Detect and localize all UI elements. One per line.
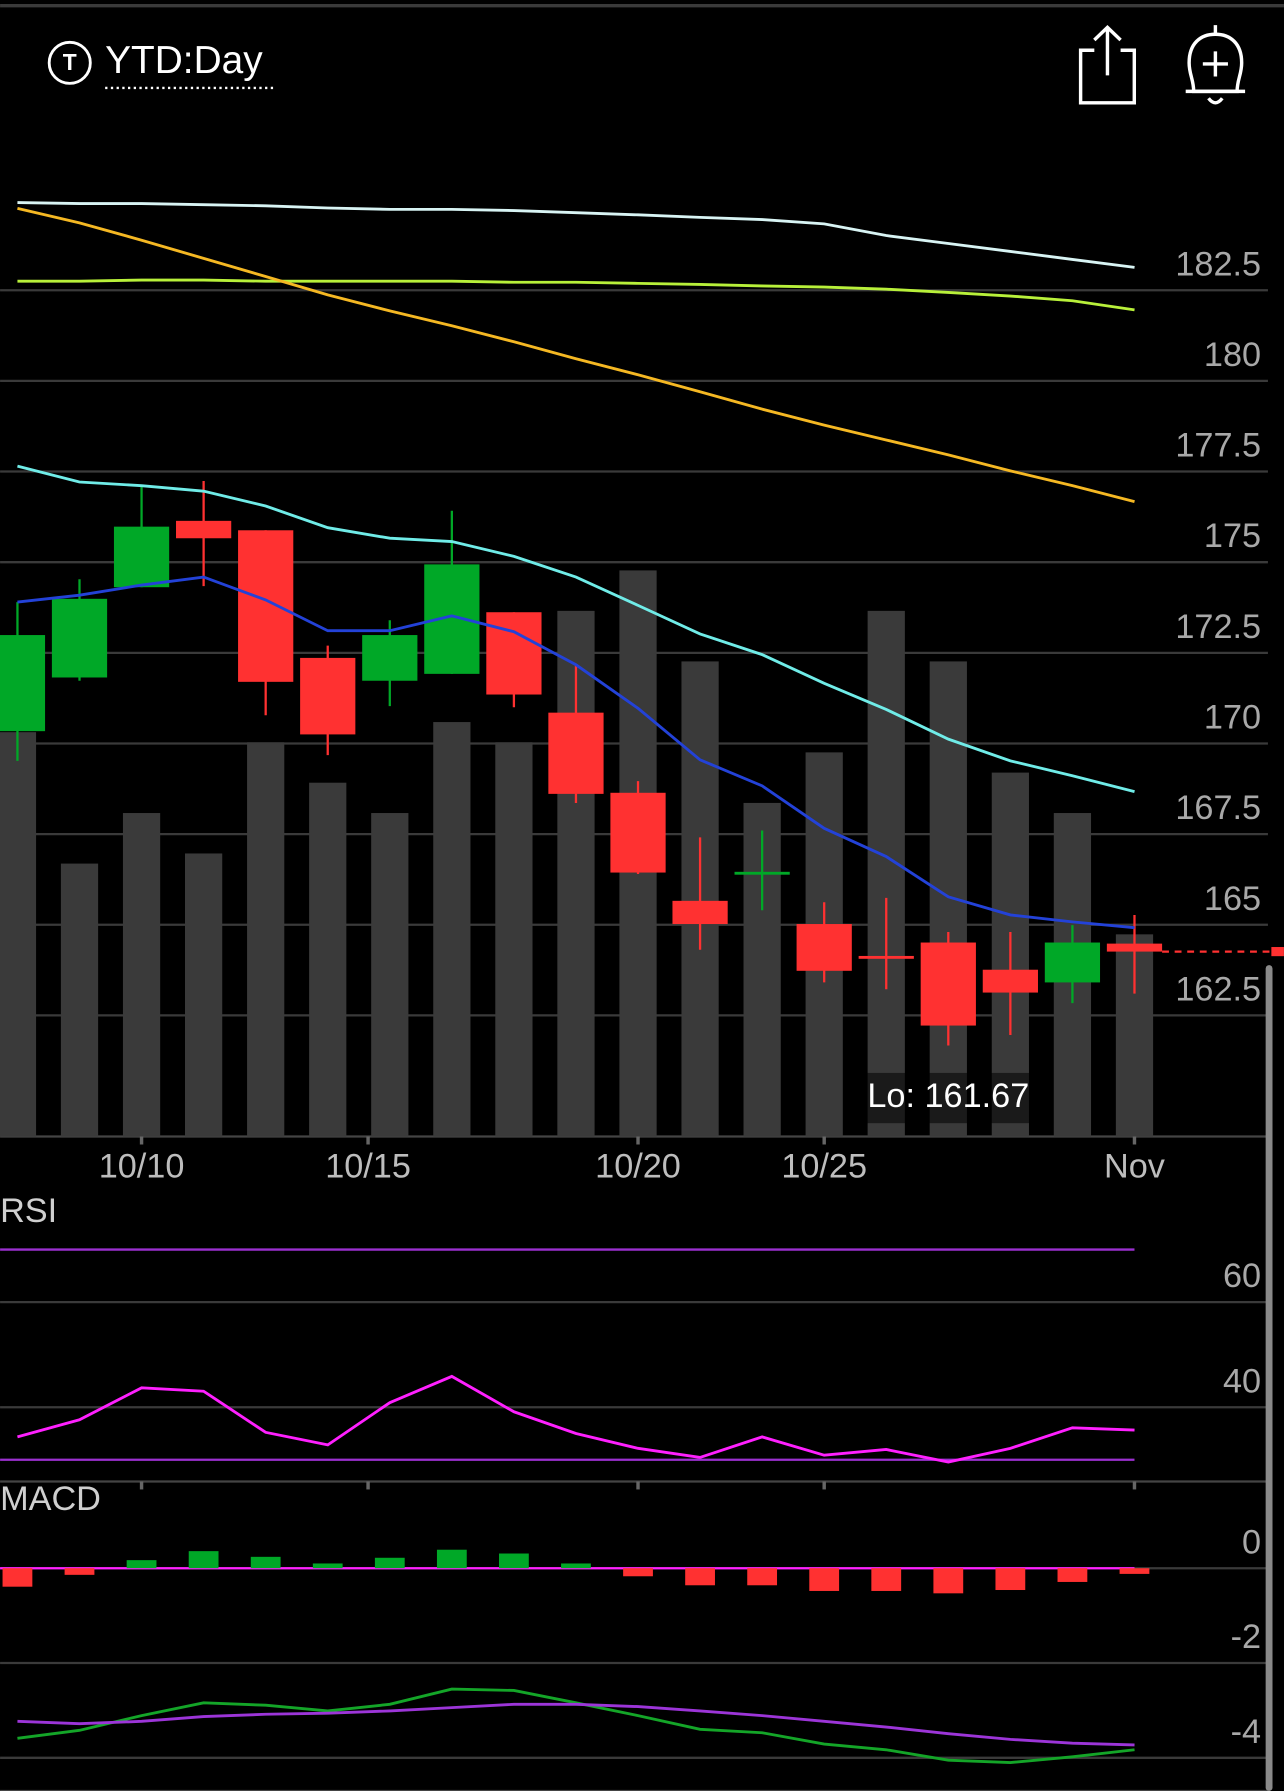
histogram-bar [436,1549,467,1569]
candle-body [176,520,232,539]
volume-bar [0,732,37,1137]
candle-body [610,792,666,873]
x-tick-label: Nov [1104,1148,1166,1186]
candle-body [0,635,46,732]
range-icon-letter: T [63,49,77,75]
series-line [17,1374,1135,1464]
volume-bar [371,813,409,1137]
histogram-bar [747,1568,778,1586]
y-tick-label: 172.5 [1175,608,1261,646]
histogram-bar [623,1568,653,1577]
histogram-bar [2,1568,33,1587]
x-tick-label: 10/10 [99,1148,185,1186]
candle-body [51,598,108,678]
histogram-bar [1057,1568,1088,1582]
last-price-marker [1271,947,1284,957]
histogram-bar [126,1560,157,1569]
series-line [17,575,1135,930]
y-tick-label: 175 [1204,517,1261,555]
alert-button[interactable] [1185,25,1246,105]
y-tick-label: 170 [1204,699,1261,737]
panel: MACD -4 -2 0 [0,1480,1268,1791]
candle-body [796,924,852,971]
candle-body [734,871,790,875]
bell-body [1187,32,1244,94]
y-tick-label: 180 [1204,336,1261,374]
series-line [17,206,1135,504]
candle-body [1106,943,1163,952]
low-annotation: Lo: 161.67 [867,1077,1029,1115]
series-line [17,1702,1135,1747]
volume-bar [433,722,471,1137]
y-tick-label: -2 [1231,1618,1261,1656]
histogram-bar [64,1568,95,1575]
volume-bar [495,742,533,1137]
bell-plus [1202,51,1228,77]
histogram-bar [995,1568,1026,1591]
share-button[interactable] [1078,25,1137,105]
volume-bar [185,853,223,1137]
annotation-bg [861,1072,1036,1124]
y-tick-label: 162.5 [1175,970,1261,1008]
share-arrow [1093,25,1122,76]
range-selector[interactable]: T YTD:Day [47,39,275,90]
panel: RSI 40 60 [0,1192,1268,1490]
histogram-bar [312,1563,343,1569]
panel: 162.5 165 167.5 170 172.5 175 177.5 180 182.5 10/… [0,201,1284,1186]
candle-body [1044,942,1101,983]
histogram-bar [250,1556,281,1569]
histogram-bar [871,1568,902,1591]
x-tick-label: 10/20 [595,1148,681,1186]
x-tick-label: 10/15 [325,1148,411,1186]
candle-body [113,526,170,588]
volume-bar [122,813,161,1137]
candle-body [920,942,976,1026]
candle-body [672,900,728,925]
candle-body [362,635,418,681]
panel-title: RSI [0,1192,57,1230]
candle-body [858,955,914,959]
y-tick-label: 165 [1204,880,1261,918]
y-tick-label: 167.5 [1175,789,1261,827]
histogram-bar [685,1568,715,1586]
y-tick-label: 40 [1223,1362,1261,1400]
range-icon [47,40,92,85]
x-tick-label: 10/25 [781,1148,867,1186]
bell-base [1185,25,1246,105]
volume-bar [247,742,285,1137]
histogram-bar [933,1568,964,1594]
y-tick-label: -4 [1231,1713,1261,1751]
scrollbar[interactable] [1265,965,1273,1791]
series-line [17,201,1135,269]
candle-body [486,612,542,695]
candle-body [982,969,1038,993]
candle-body [548,712,604,794]
histogram-bar [374,1557,405,1569]
share-box [1078,48,1137,105]
volume-bar [867,610,905,1137]
series-line [17,278,1135,312]
histogram-bar [561,1563,591,1569]
histogram-bar [1119,1568,1150,1574]
histogram-bar [809,1568,840,1591]
series-line [17,464,1135,794]
histogram-bar [188,1551,219,1569]
range-title: YTD:Day [105,39,263,82]
candle-body [238,530,294,682]
y-tick-label: 60 [1223,1257,1261,1295]
candle-body [300,657,356,735]
panel-title: MACD [0,1480,101,1518]
volume-bar [309,782,347,1137]
y-tick-label: 182.5 [1175,245,1261,283]
volume-bar [60,863,99,1137]
histogram-bar [499,1553,529,1569]
y-tick-label: 0 [1242,1523,1261,1561]
series-line [17,1687,1135,1764]
y-tick-label: 177.5 [1175,427,1261,465]
